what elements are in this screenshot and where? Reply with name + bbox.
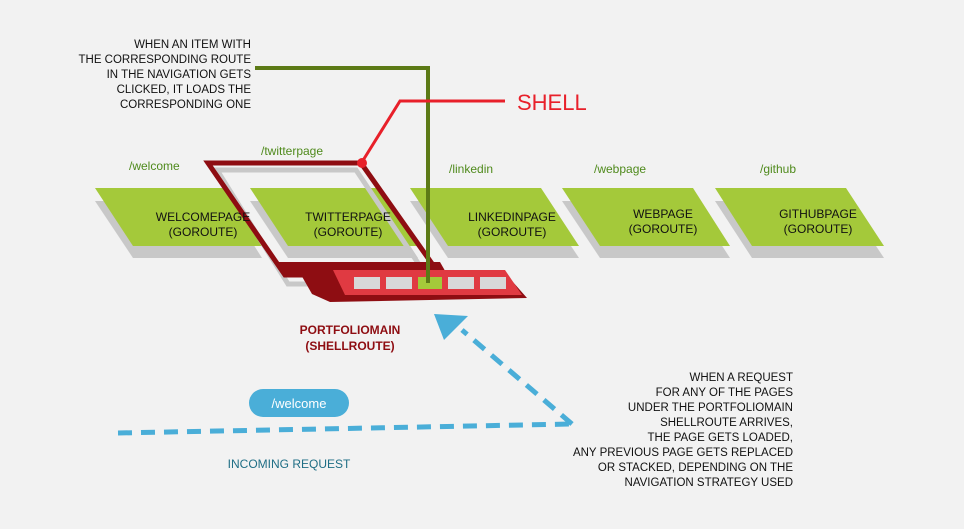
shell-connector-line xyxy=(360,99,505,163)
shell-label: SHELL xyxy=(517,90,587,115)
route-name-webpage: WEBPAGE xyxy=(633,207,693,221)
request-note-line-5: THE PAGE GETS LOADED, xyxy=(648,432,794,444)
request-note-line-3: UNDER THE PORTFOLIOMAIN xyxy=(628,402,793,414)
route-path-webpage: /webpage xyxy=(594,162,646,176)
request-dash-horizontal xyxy=(117,421,573,436)
request-note-line-2: FOR ANY OF THE PAGES xyxy=(656,387,794,399)
shell-route-name: PORTFOLIOMAIN xyxy=(300,323,401,337)
request-pill-bg xyxy=(249,389,349,417)
request-note-line-1: WHEN A REQUEST xyxy=(689,372,793,384)
nav-note-line-1: WHEN AN ITEM WITH xyxy=(134,39,251,51)
navigation-bar xyxy=(300,270,527,302)
nav-note-line-4: CLICKED, IT LOADS THE xyxy=(117,84,252,96)
route-kind-welcome: (GOROUTE) xyxy=(169,225,238,239)
nav-note: WHEN AN ITEM WITH THE CORRESPONDING ROUT… xyxy=(78,39,251,111)
route-paths: /welcome /twitterpage /linkedin /webpage… xyxy=(129,144,796,176)
shell-route-label: PORTFOLIOMAIN (SHELLROUTE) xyxy=(300,323,401,353)
route-path-github: /github xyxy=(760,162,796,176)
request-pill: /welcome xyxy=(249,389,349,417)
route-kind-github: (GOROUTE) xyxy=(784,222,853,236)
shell-route-kind: (SHELLROUTE) xyxy=(305,339,394,353)
route-page-welcome xyxy=(95,188,262,246)
nav-note-line-2: THE CORRESPONDING ROUTE xyxy=(78,54,251,66)
route-page-github xyxy=(715,188,884,246)
request-arrowhead xyxy=(434,314,468,340)
incoming-request-label: INCOMING REQUEST xyxy=(228,457,351,471)
nav-connector-line xyxy=(255,66,430,283)
route-name-linkedin: LINKEDINPAGE xyxy=(468,210,556,224)
request-flow xyxy=(117,314,574,436)
request-pill-label: /welcome xyxy=(272,396,327,411)
request-note-line-8: NAVIGATION STRATEGY USED xyxy=(625,477,793,489)
route-pages xyxy=(95,188,884,246)
request-dash-diagonal xyxy=(460,328,574,426)
shell-connector-dot xyxy=(357,158,367,168)
route-kind-twitter: (GOROUTE) xyxy=(314,225,383,239)
route-path-welcome: /welcome xyxy=(129,159,180,173)
route-page-linkedin xyxy=(410,188,579,246)
route-path-twitter: /twitterpage xyxy=(261,144,323,158)
route-name-twitter: TWITTERPAGE xyxy=(305,210,391,224)
request-note: WHEN A REQUEST FOR ANY OF THE PAGES UNDE… xyxy=(573,372,793,489)
route-kind-webpage: (GOROUTE) xyxy=(629,222,698,236)
route-page-webpage xyxy=(562,188,730,246)
nav-note-line-3: IN THE NAVIGATION GETS xyxy=(107,69,252,81)
route-labels: WELCOMEPAGE (GOROUTE) TWITTERPAGE (GOROU… xyxy=(156,207,857,239)
request-note-line-6: ANY PREVIOUS PAGE GETS REPLACED xyxy=(573,447,793,459)
nav-slot-2 xyxy=(386,277,412,289)
nav-slot-1 xyxy=(354,277,380,289)
nav-slot-4 xyxy=(448,277,474,289)
route-kind-linkedin: (GOROUTE) xyxy=(478,225,547,239)
nav-note-line-5: CORRESPONDING ONE xyxy=(120,99,251,111)
route-name-github: GITHUBPAGE xyxy=(779,207,857,221)
request-note-line-7: OR STACKED, DEPENDING ON THE xyxy=(598,462,793,474)
nav-slot-5 xyxy=(480,277,506,289)
route-path-linkedin: /linkedin xyxy=(449,162,493,176)
request-note-line-4: SHELLROUTE ARRIVES, xyxy=(660,417,793,429)
route-name-welcome: WELCOMEPAGE xyxy=(156,210,250,224)
